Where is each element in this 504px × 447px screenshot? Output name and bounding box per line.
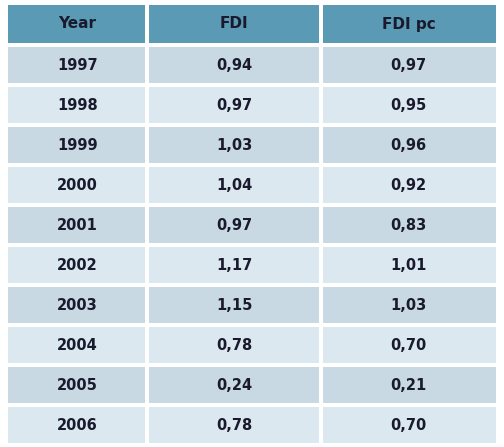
Bar bbox=[321, 207, 496, 243]
Bar bbox=[147, 247, 321, 283]
Bar bbox=[147, 5, 321, 43]
Bar bbox=[8, 47, 147, 83]
Bar bbox=[8, 163, 496, 167]
Bar bbox=[8, 203, 496, 207]
Text: 0,83: 0,83 bbox=[391, 218, 427, 232]
Bar bbox=[145, 367, 149, 403]
Text: 0,96: 0,96 bbox=[391, 138, 427, 152]
Bar bbox=[147, 327, 321, 363]
Text: 2005: 2005 bbox=[57, 378, 98, 392]
Text: 0,97: 0,97 bbox=[216, 97, 252, 113]
Bar bbox=[145, 167, 149, 203]
Text: 1,04: 1,04 bbox=[216, 177, 253, 193]
Bar bbox=[321, 287, 496, 323]
Bar bbox=[145, 127, 149, 163]
Text: 1998: 1998 bbox=[57, 97, 98, 113]
Text: 0,21: 0,21 bbox=[391, 378, 427, 392]
Bar bbox=[8, 123, 496, 127]
Bar bbox=[147, 407, 321, 443]
Bar bbox=[320, 367, 323, 403]
Text: 0,78: 0,78 bbox=[216, 337, 253, 353]
Bar bbox=[320, 407, 323, 443]
Bar bbox=[320, 167, 323, 203]
Bar bbox=[147, 127, 321, 163]
Text: 2006: 2006 bbox=[57, 417, 98, 433]
Bar bbox=[8, 407, 147, 443]
Text: 1999: 1999 bbox=[57, 138, 98, 152]
Text: 1,15: 1,15 bbox=[216, 298, 253, 312]
Bar bbox=[8, 243, 496, 247]
Text: 0,97: 0,97 bbox=[391, 58, 427, 72]
Bar bbox=[321, 87, 496, 123]
Text: 0,24: 0,24 bbox=[216, 378, 252, 392]
Bar bbox=[8, 43, 496, 47]
Text: 1997: 1997 bbox=[57, 58, 98, 72]
Bar bbox=[321, 367, 496, 403]
Bar bbox=[147, 87, 321, 123]
Bar bbox=[321, 327, 496, 363]
Text: 0,94: 0,94 bbox=[216, 58, 252, 72]
Bar bbox=[321, 407, 496, 443]
Bar bbox=[8, 207, 147, 243]
Bar bbox=[8, 87, 147, 123]
Bar bbox=[320, 47, 323, 83]
Bar bbox=[8, 287, 147, 323]
Bar bbox=[145, 207, 149, 243]
Bar bbox=[8, 127, 147, 163]
Bar bbox=[320, 327, 323, 363]
Bar bbox=[8, 327, 147, 363]
Text: Year: Year bbox=[58, 17, 97, 31]
Bar bbox=[8, 403, 496, 407]
Bar bbox=[145, 87, 149, 123]
Bar bbox=[8, 367, 147, 403]
Bar bbox=[321, 247, 496, 283]
Bar bbox=[320, 247, 323, 283]
Bar bbox=[320, 207, 323, 243]
Bar bbox=[321, 47, 496, 83]
Text: 1,03: 1,03 bbox=[216, 138, 253, 152]
Bar bbox=[147, 47, 321, 83]
Text: 0,97: 0,97 bbox=[216, 218, 252, 232]
Bar bbox=[145, 47, 149, 83]
Bar bbox=[320, 287, 323, 323]
Bar bbox=[8, 167, 147, 203]
Bar bbox=[147, 367, 321, 403]
Text: 2001: 2001 bbox=[57, 218, 98, 232]
Text: 2002: 2002 bbox=[57, 257, 98, 273]
Text: 2004: 2004 bbox=[57, 337, 98, 353]
Bar bbox=[8, 323, 496, 327]
Bar bbox=[320, 5, 323, 43]
Bar bbox=[321, 167, 496, 203]
Bar bbox=[321, 127, 496, 163]
Text: 1,03: 1,03 bbox=[391, 298, 427, 312]
Text: 2003: 2003 bbox=[57, 298, 98, 312]
Text: 2000: 2000 bbox=[57, 177, 98, 193]
Bar bbox=[8, 5, 147, 43]
Bar bbox=[8, 283, 496, 287]
Text: 0,92: 0,92 bbox=[391, 177, 427, 193]
Bar bbox=[8, 363, 496, 367]
Bar bbox=[147, 287, 321, 323]
Text: FDI pc: FDI pc bbox=[382, 17, 435, 31]
Bar bbox=[145, 247, 149, 283]
Bar bbox=[145, 287, 149, 323]
Text: 0,95: 0,95 bbox=[391, 97, 427, 113]
Bar bbox=[8, 83, 496, 87]
Bar bbox=[147, 207, 321, 243]
Bar bbox=[8, 443, 496, 447]
Text: 0,70: 0,70 bbox=[391, 337, 427, 353]
Bar bbox=[145, 5, 149, 43]
Text: 0,78: 0,78 bbox=[216, 417, 253, 433]
Bar bbox=[147, 167, 321, 203]
Text: 1,17: 1,17 bbox=[216, 257, 253, 273]
Text: FDI: FDI bbox=[220, 17, 248, 31]
Bar bbox=[321, 5, 496, 43]
Bar bbox=[320, 127, 323, 163]
Bar bbox=[145, 407, 149, 443]
Bar bbox=[8, 247, 147, 283]
Text: 1,01: 1,01 bbox=[391, 257, 427, 273]
Text: 0,70: 0,70 bbox=[391, 417, 427, 433]
Bar bbox=[320, 87, 323, 123]
Bar bbox=[145, 327, 149, 363]
